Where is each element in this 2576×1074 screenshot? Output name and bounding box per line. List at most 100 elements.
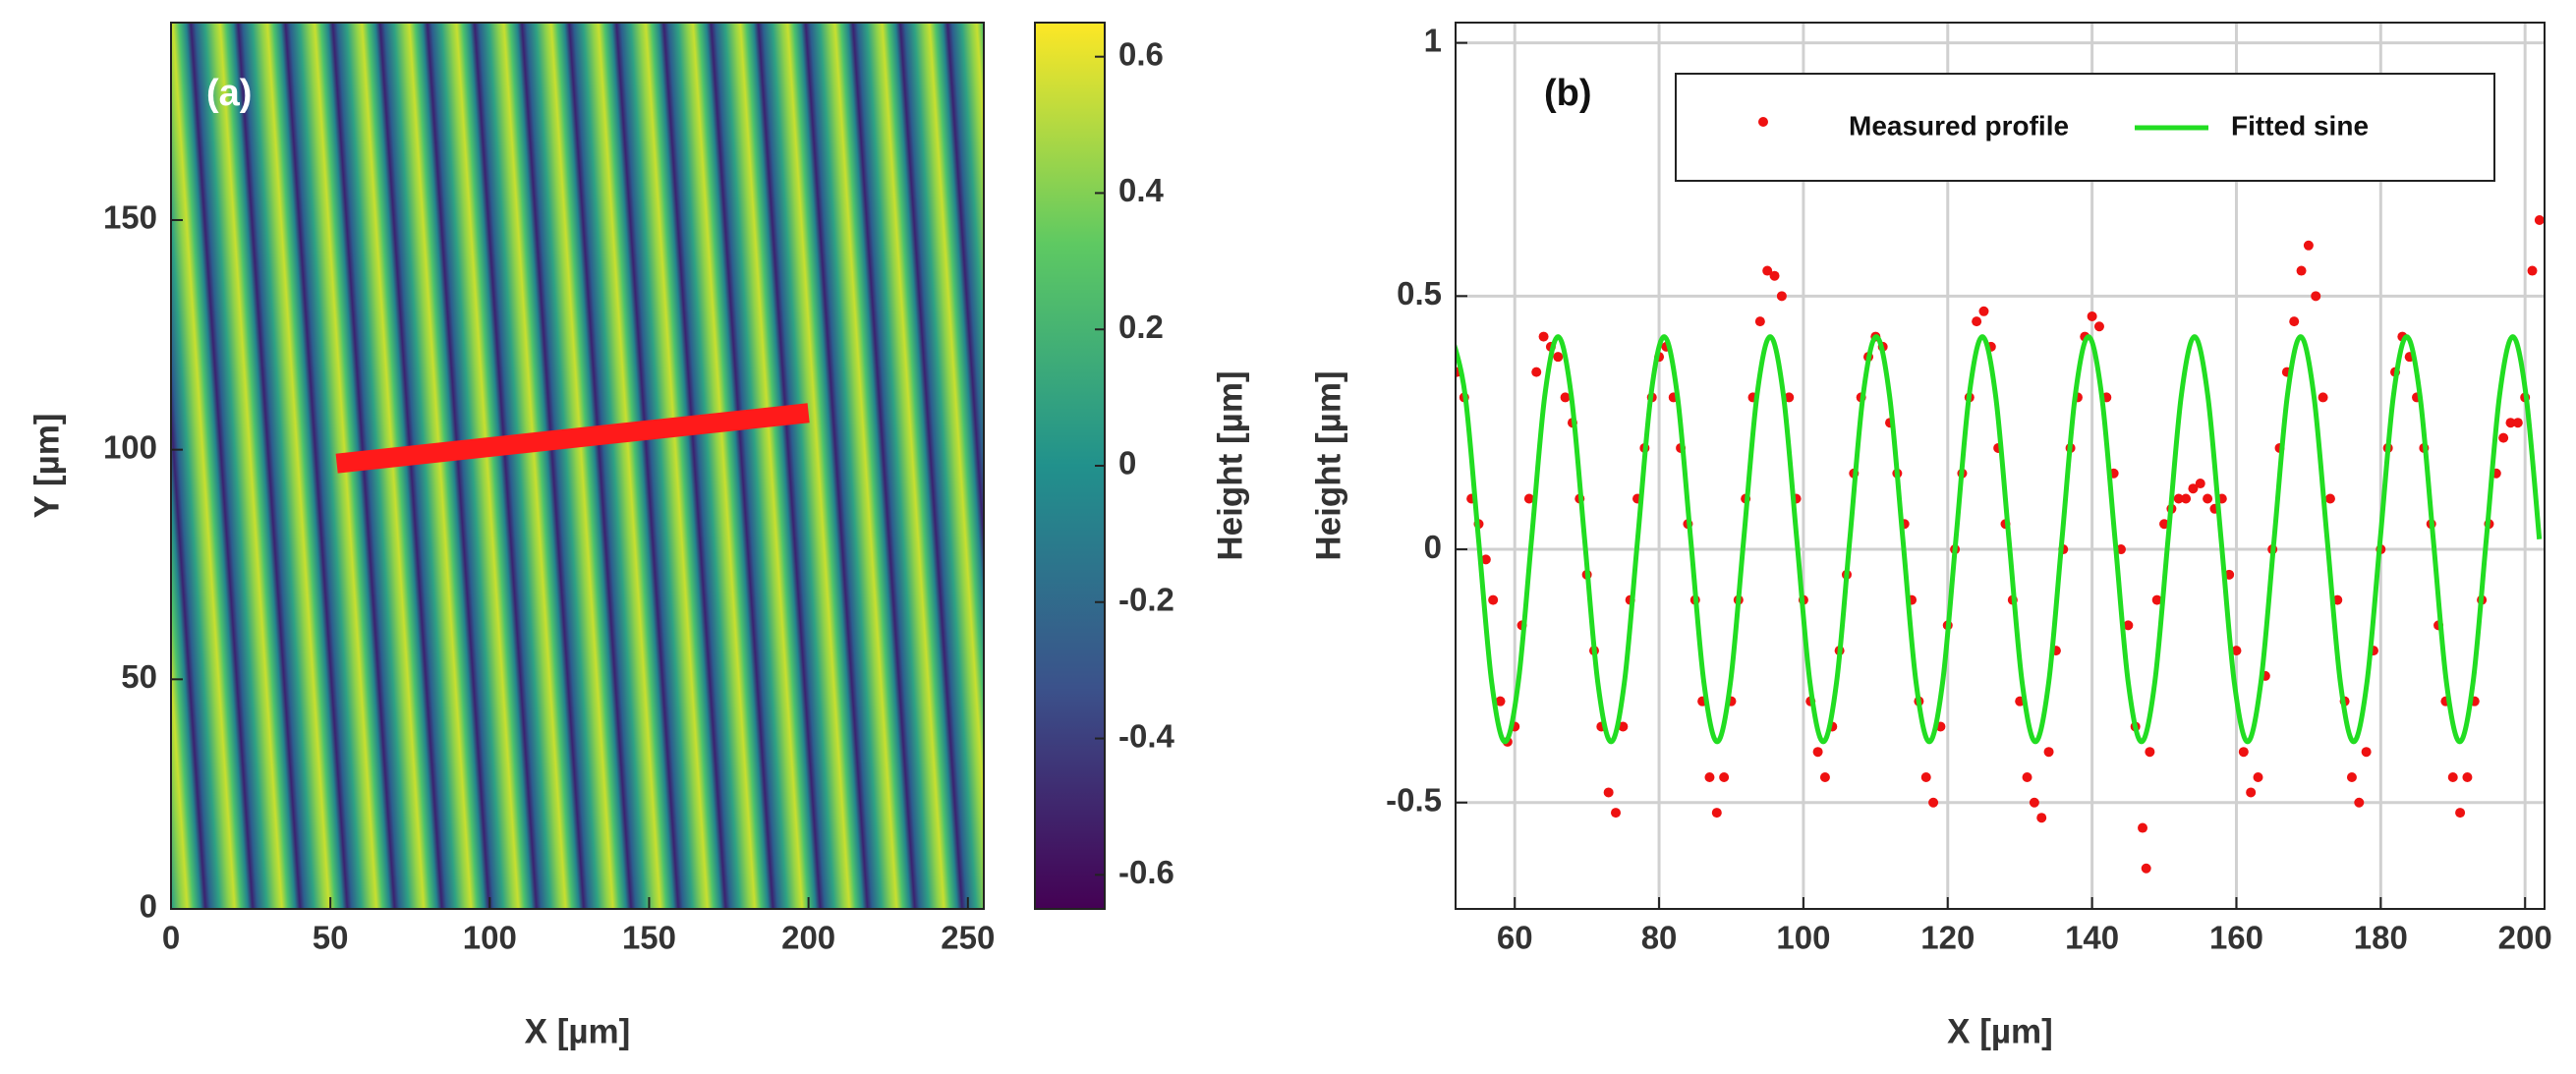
y-tick-label: -0.5 <box>1386 781 1442 818</box>
data-point <box>2527 265 2538 276</box>
data-point <box>2246 787 2257 798</box>
x-tick-label: 80 <box>1641 920 1678 956</box>
data-point <box>1523 493 1534 504</box>
data-point <box>2195 479 2205 489</box>
data-point <box>1480 554 1491 565</box>
x-tick-label: 100 <box>463 920 517 956</box>
data-point <box>2447 771 2458 782</box>
x-tick-label: 160 <box>2209 920 2263 956</box>
colorbar-tick-label: 0 <box>1118 445 1136 481</box>
data-point <box>2253 771 2263 782</box>
y-tick-label: 1 <box>1424 22 1442 58</box>
plot-frame <box>170 22 985 910</box>
data-point <box>2361 747 2372 758</box>
data-point <box>1711 808 1722 819</box>
y-tick-label: 0 <box>1424 529 1442 565</box>
legend-box <box>1675 73 2495 182</box>
colorbar-tick-label: 0.6 <box>1118 35 1164 72</box>
data-point <box>1928 797 1939 808</box>
data-point <box>1618 721 1629 732</box>
x-tick-label: 120 <box>1920 920 1975 956</box>
x-tick-label: 200 <box>781 920 835 956</box>
x-tick-label: 140 <box>2065 920 2119 956</box>
data-point <box>1611 808 1622 819</box>
y-tick-label: 100 <box>103 428 157 465</box>
legend-label: Fitted sine <box>2231 110 2369 141</box>
data-point <box>2203 493 2213 504</box>
data-point <box>2145 747 2155 758</box>
data-point <box>2022 771 2032 782</box>
data-point <box>1495 696 1506 707</box>
data-point <box>2151 594 2162 605</box>
data-point <box>2311 291 2321 302</box>
y-tick-label: 150 <box>103 199 157 236</box>
panel-label: (a) <box>206 73 252 114</box>
data-point <box>1784 392 1795 403</box>
x-tick-label: 60 <box>1497 920 1533 956</box>
data-point <box>1560 392 1571 403</box>
data-point <box>1488 594 1499 605</box>
data-point <box>1819 771 1830 782</box>
x-tick-label: 50 <box>313 920 349 956</box>
data-point <box>2534 215 2545 226</box>
data-point <box>1762 265 1773 276</box>
data-point <box>2029 797 2039 808</box>
x-tick-label: 0 <box>162 920 180 956</box>
y-axis-label: Height [µm] <box>1309 370 1347 560</box>
data-point <box>2455 808 2466 819</box>
data-point <box>1704 771 1715 782</box>
data-point <box>2159 519 2170 530</box>
data-point <box>2087 311 2097 321</box>
x-tick-label: 100 <box>1776 920 1830 956</box>
panel-label: (b) <box>1544 73 1592 114</box>
data-point <box>2123 620 2134 631</box>
colorbar-label: Height [µm] <box>1211 370 1249 560</box>
colorbar-tick-label: -0.2 <box>1118 581 1174 617</box>
x-axis-label: X [µm] <box>1947 1012 2053 1050</box>
y-tick-label: 0.5 <box>1397 275 1442 311</box>
y-tick-label: 50 <box>121 658 157 695</box>
data-point <box>2181 493 2192 504</box>
data-point <box>2289 316 2300 327</box>
data-point <box>1978 306 1989 316</box>
x-tick-label: 250 <box>941 920 995 956</box>
data-point <box>2498 432 2509 443</box>
data-point <box>2188 483 2199 494</box>
y-tick-label: 0 <box>140 888 157 925</box>
data-point <box>2093 321 2104 332</box>
colorbar-tick-label: -0.4 <box>1118 717 1175 754</box>
data-point <box>1776 291 1787 302</box>
profile-line <box>335 403 810 474</box>
data-point <box>2324 493 2335 504</box>
data-point <box>2173 493 2184 504</box>
colorbar-tick-label: 0.2 <box>1118 309 1164 345</box>
data-point <box>1754 316 1765 327</box>
y-axis-label: Y [µm] <box>28 413 66 518</box>
data-point <box>1603 787 1614 798</box>
legend-label: Measured profile <box>1849 110 2069 141</box>
data-point <box>2296 265 2307 276</box>
x-tick-label: 180 <box>2354 920 2408 956</box>
data-point <box>2512 418 2523 428</box>
data-point <box>2138 822 2148 833</box>
data-point <box>1972 316 1982 327</box>
data-point <box>2354 797 2365 808</box>
data-point <box>2036 813 2047 823</box>
data-point <box>2462 771 2473 782</box>
data-point <box>1719 771 1730 782</box>
colorbar-tick-label: 0.4 <box>1118 172 1165 208</box>
data-point <box>2043 747 2054 758</box>
data-point <box>1531 367 1542 377</box>
data-point <box>2346 771 2357 782</box>
fit-line <box>1456 334 2543 745</box>
data-point <box>2141 863 2151 874</box>
colorbar <box>1034 22 1106 910</box>
plot-frame <box>1455 22 2546 910</box>
data-point <box>1769 270 1780 281</box>
data-point <box>2505 418 2516 428</box>
data-point <box>1538 331 1549 342</box>
legend-marker <box>1758 117 1768 127</box>
data-point <box>2238 747 2249 758</box>
data-point <box>1920 771 1931 782</box>
